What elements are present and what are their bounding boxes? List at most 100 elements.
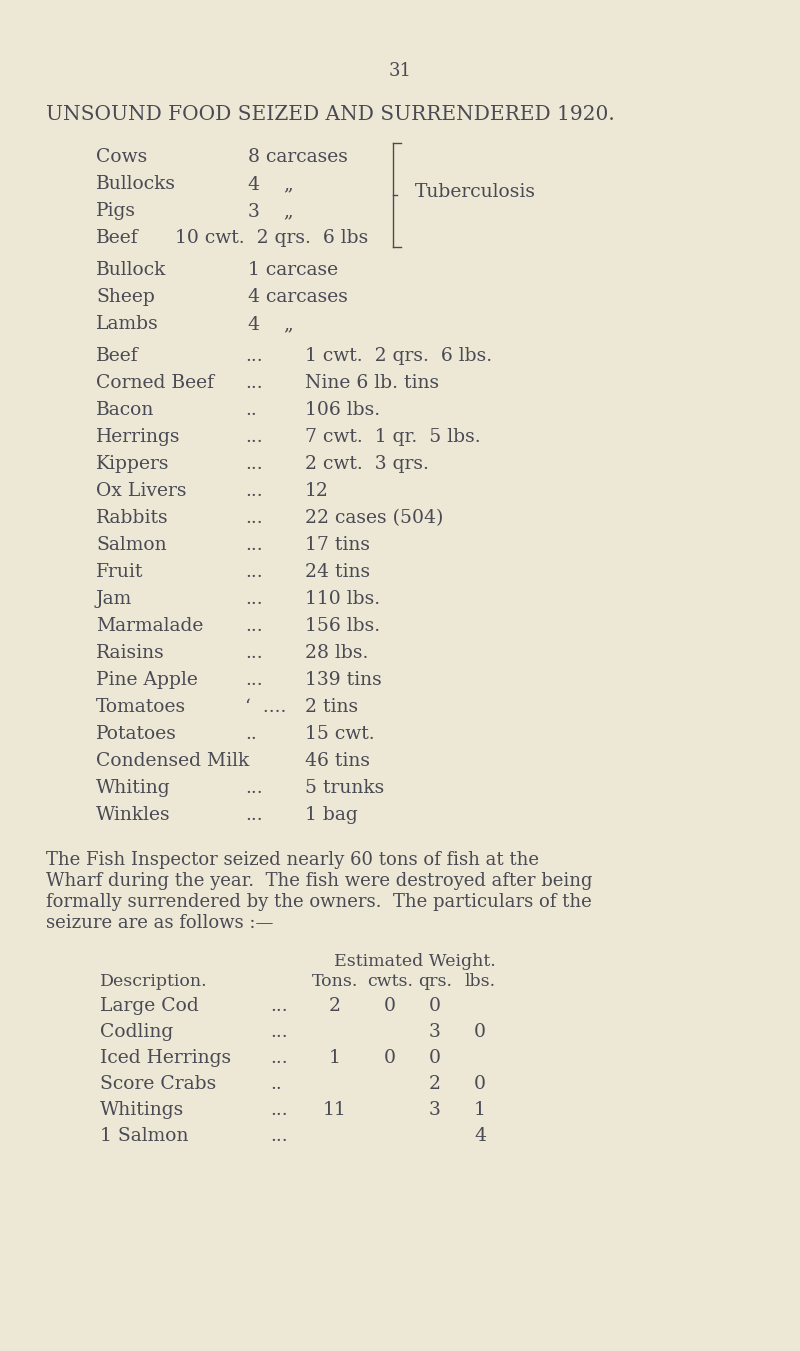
Text: Wharf during the year.  The fish were destroyed after being: Wharf during the year. The fish were des… <box>46 871 593 890</box>
Text: ..: .. <box>245 401 257 419</box>
Text: ...: ... <box>245 671 262 689</box>
Text: 10 cwt.  2 qrs.  6 lbs: 10 cwt. 2 qrs. 6 lbs <box>175 230 368 247</box>
Text: Bacon: Bacon <box>96 401 154 419</box>
Text: ...: ... <box>245 617 262 635</box>
Text: Jam: Jam <box>96 590 132 608</box>
Text: Whiting: Whiting <box>96 780 170 797</box>
Text: 1: 1 <box>329 1048 341 1067</box>
Text: 0: 0 <box>474 1075 486 1093</box>
Text: Beef: Beef <box>96 347 138 365</box>
Text: 2 tins: 2 tins <box>305 698 358 716</box>
Text: Beef: Beef <box>96 230 138 247</box>
Text: Marmalade: Marmalade <box>96 617 203 635</box>
Text: 28 lbs.: 28 lbs. <box>305 644 368 662</box>
Text: Score Crabs: Score Crabs <box>100 1075 216 1093</box>
Text: 106 lbs.: 106 lbs. <box>305 401 380 419</box>
Text: ...: ... <box>245 455 262 473</box>
Text: Rabbits: Rabbits <box>96 509 169 527</box>
Text: 1 bag: 1 bag <box>305 807 358 824</box>
Text: Winkles: Winkles <box>96 807 170 824</box>
Text: formally surrendered by the owners.  The particulars of the: formally surrendered by the owners. The … <box>46 893 592 911</box>
Text: 1 Salmon: 1 Salmon <box>100 1127 189 1146</box>
Text: 0: 0 <box>429 997 441 1015</box>
Text: 1 cwt.  2 qrs.  6 lbs.: 1 cwt. 2 qrs. 6 lbs. <box>305 347 492 365</box>
Text: 156 lbs.: 156 lbs. <box>305 617 380 635</box>
Text: Description.: Description. <box>100 973 208 990</box>
Text: ...: ... <box>245 807 262 824</box>
Text: Herrings: Herrings <box>96 428 181 446</box>
Text: Tomatoes: Tomatoes <box>96 698 186 716</box>
Text: 1: 1 <box>474 1101 486 1119</box>
Text: 3    „: 3 „ <box>248 203 294 220</box>
Text: 15 cwt.: 15 cwt. <box>305 725 374 743</box>
Text: 46 tins: 46 tins <box>305 753 370 770</box>
Text: Potatoes: Potatoes <box>96 725 177 743</box>
Text: Nine 6 lb. tins: Nine 6 lb. tins <box>305 374 439 392</box>
Text: ...: ... <box>245 428 262 446</box>
Text: ..: .. <box>245 725 257 743</box>
Text: Iced Herrings: Iced Herrings <box>100 1048 231 1067</box>
Text: 0: 0 <box>429 1048 441 1067</box>
Text: Codling: Codling <box>100 1023 174 1042</box>
Text: qrs.: qrs. <box>418 973 452 990</box>
Text: 0: 0 <box>474 1023 486 1042</box>
Text: 22 cases (504): 22 cases (504) <box>305 509 443 527</box>
Text: ...: ... <box>245 509 262 527</box>
Text: ...: ... <box>245 374 262 392</box>
Text: ...: ... <box>270 1023 288 1042</box>
Text: 0: 0 <box>384 997 396 1015</box>
Text: ...: ... <box>245 590 262 608</box>
Text: 7 cwt.  1 qr.  5 lbs.: 7 cwt. 1 qr. 5 lbs. <box>305 428 481 446</box>
Text: 5 trunks: 5 trunks <box>305 780 384 797</box>
Text: seizure are as follows :—: seizure are as follows :— <box>46 915 274 932</box>
Text: ..: .. <box>270 1075 282 1093</box>
Text: ...: ... <box>270 1048 288 1067</box>
Text: Condensed Milk: Condensed Milk <box>96 753 250 770</box>
Text: Lambs: Lambs <box>96 315 158 332</box>
Text: Bullock: Bullock <box>96 261 166 280</box>
Text: Cows: Cows <box>96 149 147 166</box>
Text: 4 carcases: 4 carcases <box>248 288 348 305</box>
Text: lbs.: lbs. <box>465 973 495 990</box>
Text: Pine Apple: Pine Apple <box>96 671 198 689</box>
Text: 11: 11 <box>323 1101 347 1119</box>
Text: 1 carcase: 1 carcase <box>248 261 338 280</box>
Text: ...: ... <box>270 997 288 1015</box>
Text: ...: ... <box>270 1127 288 1146</box>
Text: ...: ... <box>270 1101 288 1119</box>
Text: Tuberculosis: Tuberculosis <box>415 184 536 201</box>
Text: ‘  ....: ‘ .... <box>245 698 286 716</box>
Text: ...: ... <box>245 482 262 500</box>
Text: ...: ... <box>245 563 262 581</box>
Text: Tons.: Tons. <box>312 973 358 990</box>
Text: 2: 2 <box>429 1075 441 1093</box>
Text: Whitings: Whitings <box>100 1101 184 1119</box>
Text: Pigs: Pigs <box>96 203 136 220</box>
Text: ...: ... <box>245 644 262 662</box>
Text: Bullocks: Bullocks <box>96 176 176 193</box>
Text: Sheep: Sheep <box>96 288 155 305</box>
Text: 2 cwt.  3 qrs.: 2 cwt. 3 qrs. <box>305 455 429 473</box>
Text: 2: 2 <box>329 997 341 1015</box>
Text: 139 tins: 139 tins <box>305 671 382 689</box>
Text: 4: 4 <box>474 1127 486 1146</box>
Text: 17 tins: 17 tins <box>305 536 370 554</box>
Text: 0: 0 <box>384 1048 396 1067</box>
Text: Salmon: Salmon <box>96 536 166 554</box>
Text: 4    „: 4 „ <box>248 176 294 193</box>
Text: 24 tins: 24 tins <box>305 563 370 581</box>
Text: 12: 12 <box>305 482 329 500</box>
Text: 4    „: 4 „ <box>248 315 294 332</box>
Text: ...: ... <box>245 536 262 554</box>
Text: cwts.: cwts. <box>367 973 413 990</box>
Text: 3: 3 <box>429 1023 441 1042</box>
Text: The Fish Inspector seized nearly 60 tons of fish at the: The Fish Inspector seized nearly 60 tons… <box>46 851 539 869</box>
Text: Kippers: Kippers <box>96 455 170 473</box>
Text: Corned Beef: Corned Beef <box>96 374 214 392</box>
Text: UNSOUND FOOD SEIZED AND SURRENDERED 1920.: UNSOUND FOOD SEIZED AND SURRENDERED 1920… <box>46 105 614 124</box>
Text: ...: ... <box>245 347 262 365</box>
Text: 110 lbs.: 110 lbs. <box>305 590 380 608</box>
Text: Estimated Weight.: Estimated Weight. <box>334 952 496 970</box>
Text: 31: 31 <box>389 62 411 80</box>
Text: Large Cod: Large Cod <box>100 997 198 1015</box>
